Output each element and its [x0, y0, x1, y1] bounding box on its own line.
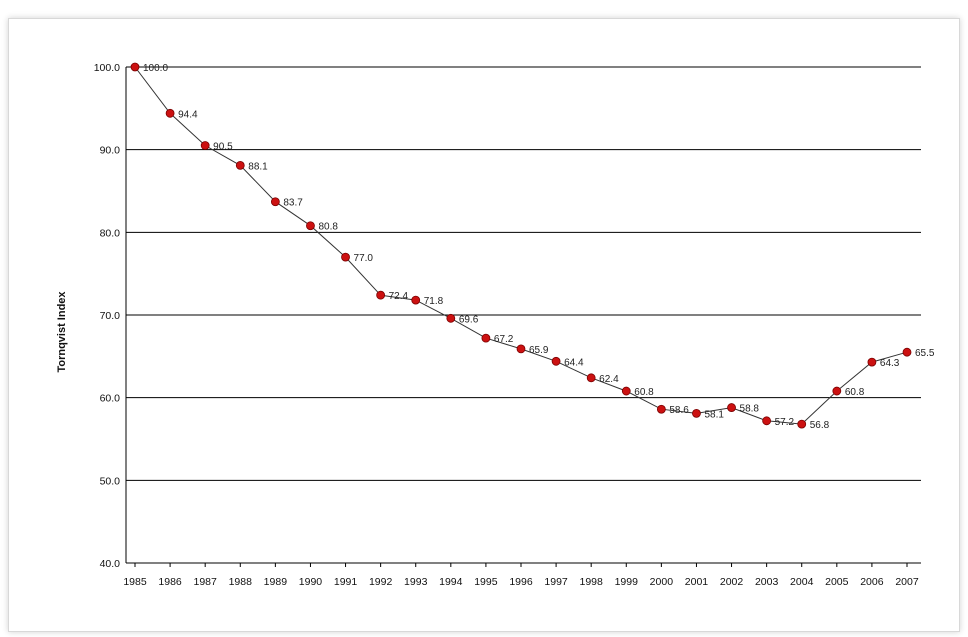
x-tick-label: 1988 [229, 576, 253, 588]
data-label: 71.8 [424, 296, 444, 307]
x-tick-label: 1995 [474, 576, 498, 588]
chart-frame: 40.0 50.0 60.0 70.0 80.0 90.0 100.0 1985 1986 19… [8, 18, 960, 632]
data-label: 72.4 [389, 291, 409, 302]
data-label: 88.1 [248, 161, 268, 172]
data-label: 67.2 [494, 334, 514, 345]
x-tick-label: 2002 [720, 576, 744, 588]
x-tick-label: 2004 [790, 576, 814, 588]
y-axis-ticks: 40.0 50.0 60.0 70.0 80.0 90.0 100.0 [94, 62, 120, 570]
data-point [798, 420, 806, 428]
data-point [306, 222, 314, 230]
y-tick-label: 60.0 [100, 393, 121, 405]
y-tick-label: 70.0 [100, 310, 121, 322]
x-tick-label: 1985 [123, 576, 147, 588]
x-tick-label: 2007 [895, 576, 919, 588]
y-tick-label: 90.0 [100, 145, 121, 157]
x-tick-label: 1999 [615, 576, 639, 588]
data-label: 60.8 [634, 387, 654, 398]
x-tick-label: 1998 [580, 576, 604, 588]
x-tick-label: 2003 [755, 576, 779, 588]
data-label: 56.8 [810, 420, 830, 431]
data-label: 62.4 [599, 374, 619, 385]
y-tick-label: 100.0 [94, 62, 120, 74]
x-axis-ticks: 1985 1986 1987 1988 1989 1990 1991 1992 1993 1994… [123, 563, 919, 588]
data-point [517, 345, 525, 353]
x-tick-label: 1994 [439, 576, 463, 588]
data-point [763, 417, 771, 425]
data-labels: 100.0 94.4 90.5 88.1 83.7 80.8 77.0 72.4 71.8 69.… [143, 63, 935, 431]
data-point [692, 409, 700, 417]
data-label: 58.8 [740, 404, 760, 415]
data-point [412, 296, 420, 304]
data-label: 90.5 [213, 142, 233, 153]
x-tick-label: 2005 [825, 576, 849, 588]
data-point [131, 63, 139, 71]
series-line [135, 67, 907, 424]
data-point [587, 374, 595, 382]
x-tick-label: 2001 [685, 576, 709, 588]
data-label: 64.4 [564, 357, 584, 368]
data-point [236, 161, 244, 169]
data-label: 83.7 [283, 198, 303, 209]
data-point [833, 387, 841, 395]
data-point [657, 405, 665, 413]
x-tick-label: 2006 [860, 576, 884, 588]
data-label: 64.3 [880, 358, 900, 369]
data-points [131, 63, 911, 428]
x-tick-label: 1993 [404, 576, 428, 588]
x-tick-label: 1997 [544, 576, 568, 588]
data-point [201, 142, 209, 150]
y-tick-label: 50.0 [100, 475, 121, 487]
data-point [377, 291, 385, 299]
data-label: 65.5 [915, 348, 935, 359]
x-tick-label: 2000 [650, 576, 674, 588]
data-point [271, 198, 279, 206]
data-label: 80.8 [318, 222, 338, 233]
y-tick-label: 80.0 [100, 227, 121, 239]
x-tick-label: 1989 [264, 576, 288, 588]
data-label: 69.6 [459, 314, 479, 325]
data-point [447, 314, 455, 322]
data-label: 60.8 [845, 387, 865, 398]
gridlines [126, 67, 921, 563]
data-label: 94.4 [178, 109, 198, 120]
data-label: 100.0 [143, 63, 168, 74]
x-tick-label: 1992 [369, 576, 393, 588]
x-tick-label: 1986 [158, 576, 182, 588]
y-tick-label: 40.0 [100, 558, 121, 570]
data-point [342, 253, 350, 261]
data-point [482, 334, 490, 342]
x-tick-label: 1996 [509, 576, 533, 588]
data-point [903, 348, 911, 356]
data-point [166, 109, 174, 117]
data-point [728, 404, 736, 412]
data-label: 57.2 [775, 417, 795, 428]
data-label: 58.6 [669, 405, 689, 416]
x-tick-label: 1987 [194, 576, 218, 588]
data-label: 58.1 [704, 409, 724, 420]
data-point [552, 357, 560, 365]
data-point [622, 387, 630, 395]
x-tick-label: 1991 [334, 576, 358, 588]
x-tick-label: 1990 [299, 576, 323, 588]
data-label: 65.9 [529, 345, 549, 356]
data-label: 77.0 [354, 253, 374, 264]
data-point [868, 358, 876, 366]
y-axis-label: Tornqvist Index [56, 291, 68, 373]
